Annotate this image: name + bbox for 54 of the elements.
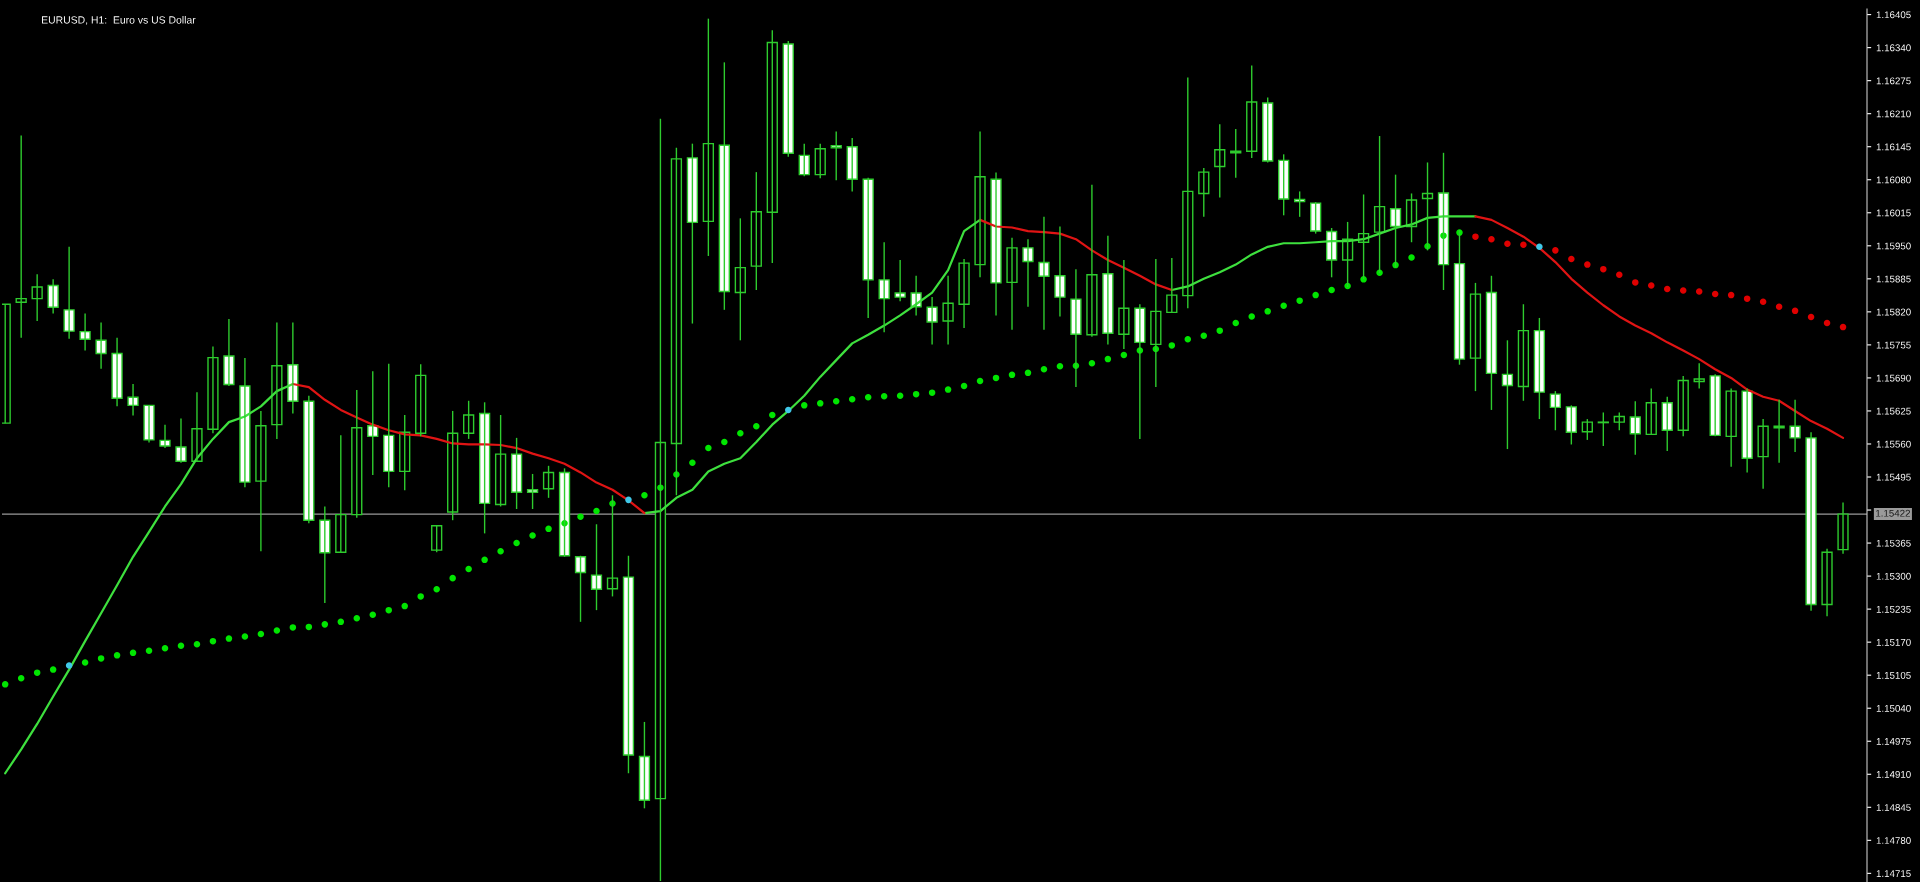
y-tick-label: 1.15950: [1876, 242, 1911, 250]
text: EURUSD, H1: Euro vs US Dollar: [42, 15, 196, 25]
candlestick: [526, 473, 539, 510]
candlestick: [463, 400, 475, 440]
y-tick-label: 1.16405: [1876, 11, 1911, 19]
y-tick-label: 1.14715: [1876, 870, 1911, 877]
candlestick: [1693, 362, 1705, 390]
candlestick: [590, 523, 603, 611]
candlestick: [958, 258, 970, 329]
candlestick: [1262, 96, 1274, 164]
candlestick: [1198, 167, 1210, 218]
y-tick-label: 1.16145: [1876, 143, 1911, 151]
y-tick-label: 1.15365: [1876, 539, 1911, 547]
y-tick-label: 1.15040: [1876, 704, 1911, 712]
candlestick: [1773, 399, 1785, 464]
candlestick: [175, 417, 187, 464]
candlestick: [1789, 399, 1801, 453]
candlestick: [510, 437, 523, 510]
candlestick: [159, 423, 171, 449]
candlestick: [79, 312, 91, 352]
y-tick-label: 1.14975: [1876, 737, 1911, 745]
candlestick: [1230, 128, 1242, 179]
y-tick-label: 1.15625: [1876, 407, 1911, 415]
y-tick-label: 1.16210: [1876, 110, 1911, 118]
candlestick: [223, 318, 235, 387]
ref-line-label: 1.15422: [1876, 509, 1910, 517]
y-tick-label: 1.15300: [1876, 572, 1911, 580]
y-tick-label: 1.15105: [1876, 671, 1911, 679]
candlestick: [63, 246, 75, 340]
candlestick: [1629, 400, 1641, 456]
y-tick-label: 1.15170: [1876, 638, 1911, 646]
y-tick-label: 1.16275: [1876, 77, 1911, 85]
candlestick: [1054, 225, 1066, 318]
y-tick-label: 1.16080: [1876, 176, 1911, 184]
y-tick-label: 1.15560: [1876, 440, 1911, 448]
candlestick: [1661, 396, 1673, 452]
candlestick: [1549, 390, 1562, 431]
y-tick-label: 1.15755: [1876, 341, 1911, 349]
candlestick: [1310, 201, 1322, 235]
candlestick: [1597, 411, 1609, 447]
y-tick-label: 1.14910: [1876, 771, 1911, 778]
y-tick-label: 1.15235: [1876, 605, 1911, 613]
y-tick-label: 1.15495: [1876, 473, 1911, 481]
candlestick: [431, 525, 443, 553]
y-tick-label: 1.15820: [1876, 308, 1911, 316]
candlestick: [894, 259, 906, 302]
y-tick-label: 1.16340: [1876, 44, 1911, 52]
candlestick: [1469, 282, 1482, 392]
y-tick-label: 1.16015: [1876, 209, 1911, 217]
y-tick-label: 1.14780: [1876, 837, 1911, 844]
y-tick-label: 1.14845: [1876, 804, 1911, 811]
candlestick: [1565, 404, 1577, 446]
y-tick-label: 1.15690: [1876, 374, 1911, 382]
y-tick-label: 1.15885: [1876, 275, 1911, 283]
